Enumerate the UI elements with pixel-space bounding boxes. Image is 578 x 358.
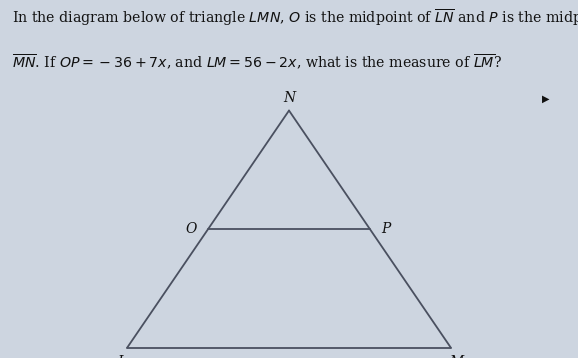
Text: N: N (283, 91, 295, 105)
Text: O: O (185, 222, 197, 236)
Text: L: L (117, 355, 126, 358)
Text: $\blacktriangleright$: $\blacktriangleright$ (540, 93, 552, 105)
Text: M: M (450, 355, 464, 358)
Text: In the diagram below of triangle $LMN$, $O$ is the midpoint of $\overline{LN}$ a: In the diagram below of triangle $LMN$, … (12, 7, 578, 28)
Text: P: P (381, 222, 391, 236)
Text: $\overline{MN}$. If $OP = -36 + 7x$, and $LM = 56 - 2x$, what is the measure of : $\overline{MN}$. If $OP = -36 + 7x$, and… (12, 52, 502, 71)
